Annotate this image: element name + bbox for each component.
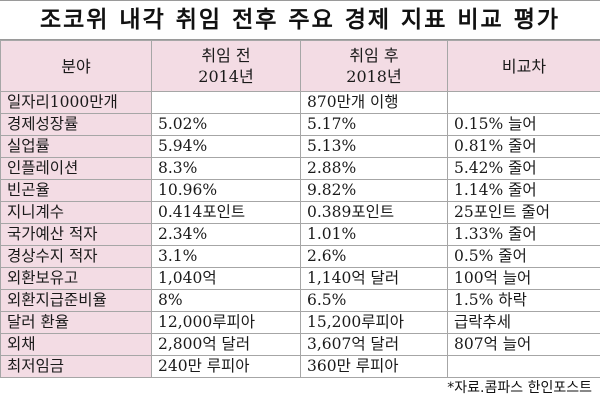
header-field: 분야 <box>0 40 152 92</box>
table-row: 외채 2,800억 달러 3,607억 달러 807억 늘어 <box>0 333 600 356</box>
header-before-year: 2014년 <box>198 67 254 86</box>
before-cell: 8.3% <box>151 157 301 180</box>
after-cell: 6.5% <box>300 289 448 312</box>
table-row: 인플레이션 8.3% 2.88% 5.42% 줄어 <box>0 157 600 180</box>
before-cell: 3.1% <box>151 245 301 268</box>
after-cell: 9.82% <box>300 179 448 202</box>
header-after-year: 2018년 <box>346 67 402 86</box>
before-cell: 2,800억 달러 <box>151 333 301 356</box>
after-cell: 1,140억 달러 <box>300 267 448 290</box>
before-cell <box>151 91 301 114</box>
after-cell: 360만 루피아 <box>300 355 448 378</box>
before-cell: 5.02% <box>151 113 301 136</box>
field-cell: 국가예산 적자 <box>0 223 152 246</box>
diff-cell <box>447 91 600 114</box>
diff-cell: 0.81% 줄어 <box>447 135 600 158</box>
field-cell: 지니계수 <box>0 201 152 224</box>
after-cell: 5.17% <box>300 113 448 136</box>
table-row: 경제성장률 5.02% 5.17% 0.15% 늘어 <box>0 113 600 136</box>
after-cell: 0.389포인트 <box>300 201 448 224</box>
before-cell: 2.34% <box>151 223 301 246</box>
diff-cell: 5.42% 줄어 <box>447 157 600 180</box>
before-cell: 12,000루피아 <box>151 311 301 334</box>
diff-cell: 1.5% 하락 <box>447 289 600 312</box>
table-row: 경상수지 적자 3.1% 2.6% 0.5% 줄어 <box>0 245 600 268</box>
after-cell: 1.01% <box>300 223 448 246</box>
after-cell: 5.13% <box>300 135 448 158</box>
header-before-label: 취임 전 <box>201 46 251 65</box>
diff-cell <box>447 355 600 378</box>
diff-cell: 807억 늘어 <box>447 333 600 356</box>
field-cell: 빈곤율 <box>0 179 152 202</box>
diff-cell: 100억 늘어 <box>447 267 600 290</box>
diff-cell: 0.5% 줄어 <box>447 245 600 268</box>
table-title: 조코위 내각 취임 전후 주요 경제 지표 비교 평가 <box>0 0 600 40</box>
field-cell: 경제성장률 <box>0 113 152 136</box>
before-cell: 8% <box>151 289 301 312</box>
field-cell: 일자리1000만개 <box>0 91 152 114</box>
table-row: 외환지급준비율 8% 6.5% 1.5% 하락 <box>0 289 600 312</box>
indicator-table: 분야 취임 전 2014년 취임 후 2018년 비교차 일자리1000만개 8… <box>0 40 600 378</box>
table-row: 외환보유고 1,040억 1,140억 달러 100억 늘어 <box>0 267 600 290</box>
diff-cell: 25포인트 줄어 <box>447 201 600 224</box>
after-cell: 3,607억 달러 <box>300 333 448 356</box>
field-cell: 인플레이션 <box>0 157 152 180</box>
field-cell: 외채 <box>0 333 152 356</box>
header-row: 분야 취임 전 2014년 취임 후 2018년 비교차 <box>0 40 600 92</box>
field-cell: 외환보유고 <box>0 267 152 290</box>
header-diff: 비교차 <box>447 40 600 92</box>
before-cell: 5.94% <box>151 135 301 158</box>
diff-cell: 1.14% 줄어 <box>447 179 600 202</box>
table-row: 국가예산 적자 2.34% 1.01% 1.33% 줄어 <box>0 223 600 246</box>
table-row: 달러 환율 12,000루피아 15,200루피아 급락추세 <box>0 311 600 334</box>
header-after-label: 취임 후 <box>349 46 399 65</box>
header-before: 취임 전 2014년 <box>151 40 301 92</box>
table-row: 최저임금 240만 루피아 360만 루피아 <box>0 355 600 378</box>
source-note: *자료.콤파스 한인포스트 <box>447 380 592 396</box>
after-cell: 870만개 이행 <box>300 91 448 114</box>
header-after: 취임 후 2018년 <box>300 40 448 92</box>
diff-cell: 0.15% 늘어 <box>447 113 600 136</box>
before-cell: 10.96% <box>151 179 301 202</box>
field-cell: 달러 환율 <box>0 311 152 334</box>
field-cell: 외환지급준비율 <box>0 289 152 312</box>
diff-cell: 급락추세 <box>447 311 600 334</box>
before-cell: 1,040억 <box>151 267 301 290</box>
before-cell: 0.414포인트 <box>151 201 301 224</box>
table-row: 지니계수 0.414포인트 0.389포인트 25포인트 줄어 <box>0 201 600 224</box>
after-cell: 15,200루피아 <box>300 311 448 334</box>
table-row: 빈곤율 10.96% 9.82% 1.14% 줄어 <box>0 179 600 202</box>
after-cell: 2.6% <box>300 245 448 268</box>
after-cell: 2.88% <box>300 157 448 180</box>
before-cell: 240만 루피아 <box>151 355 301 378</box>
table-row: 일자리1000만개 870만개 이행 <box>0 91 600 114</box>
field-cell: 최저임금 <box>0 355 152 378</box>
diff-cell: 1.33% 줄어 <box>447 223 600 246</box>
table-row: 실업률 5.94% 5.13% 0.81% 줄어 <box>0 135 600 158</box>
field-cell: 실업률 <box>0 135 152 158</box>
field-cell: 경상수지 적자 <box>0 245 152 268</box>
